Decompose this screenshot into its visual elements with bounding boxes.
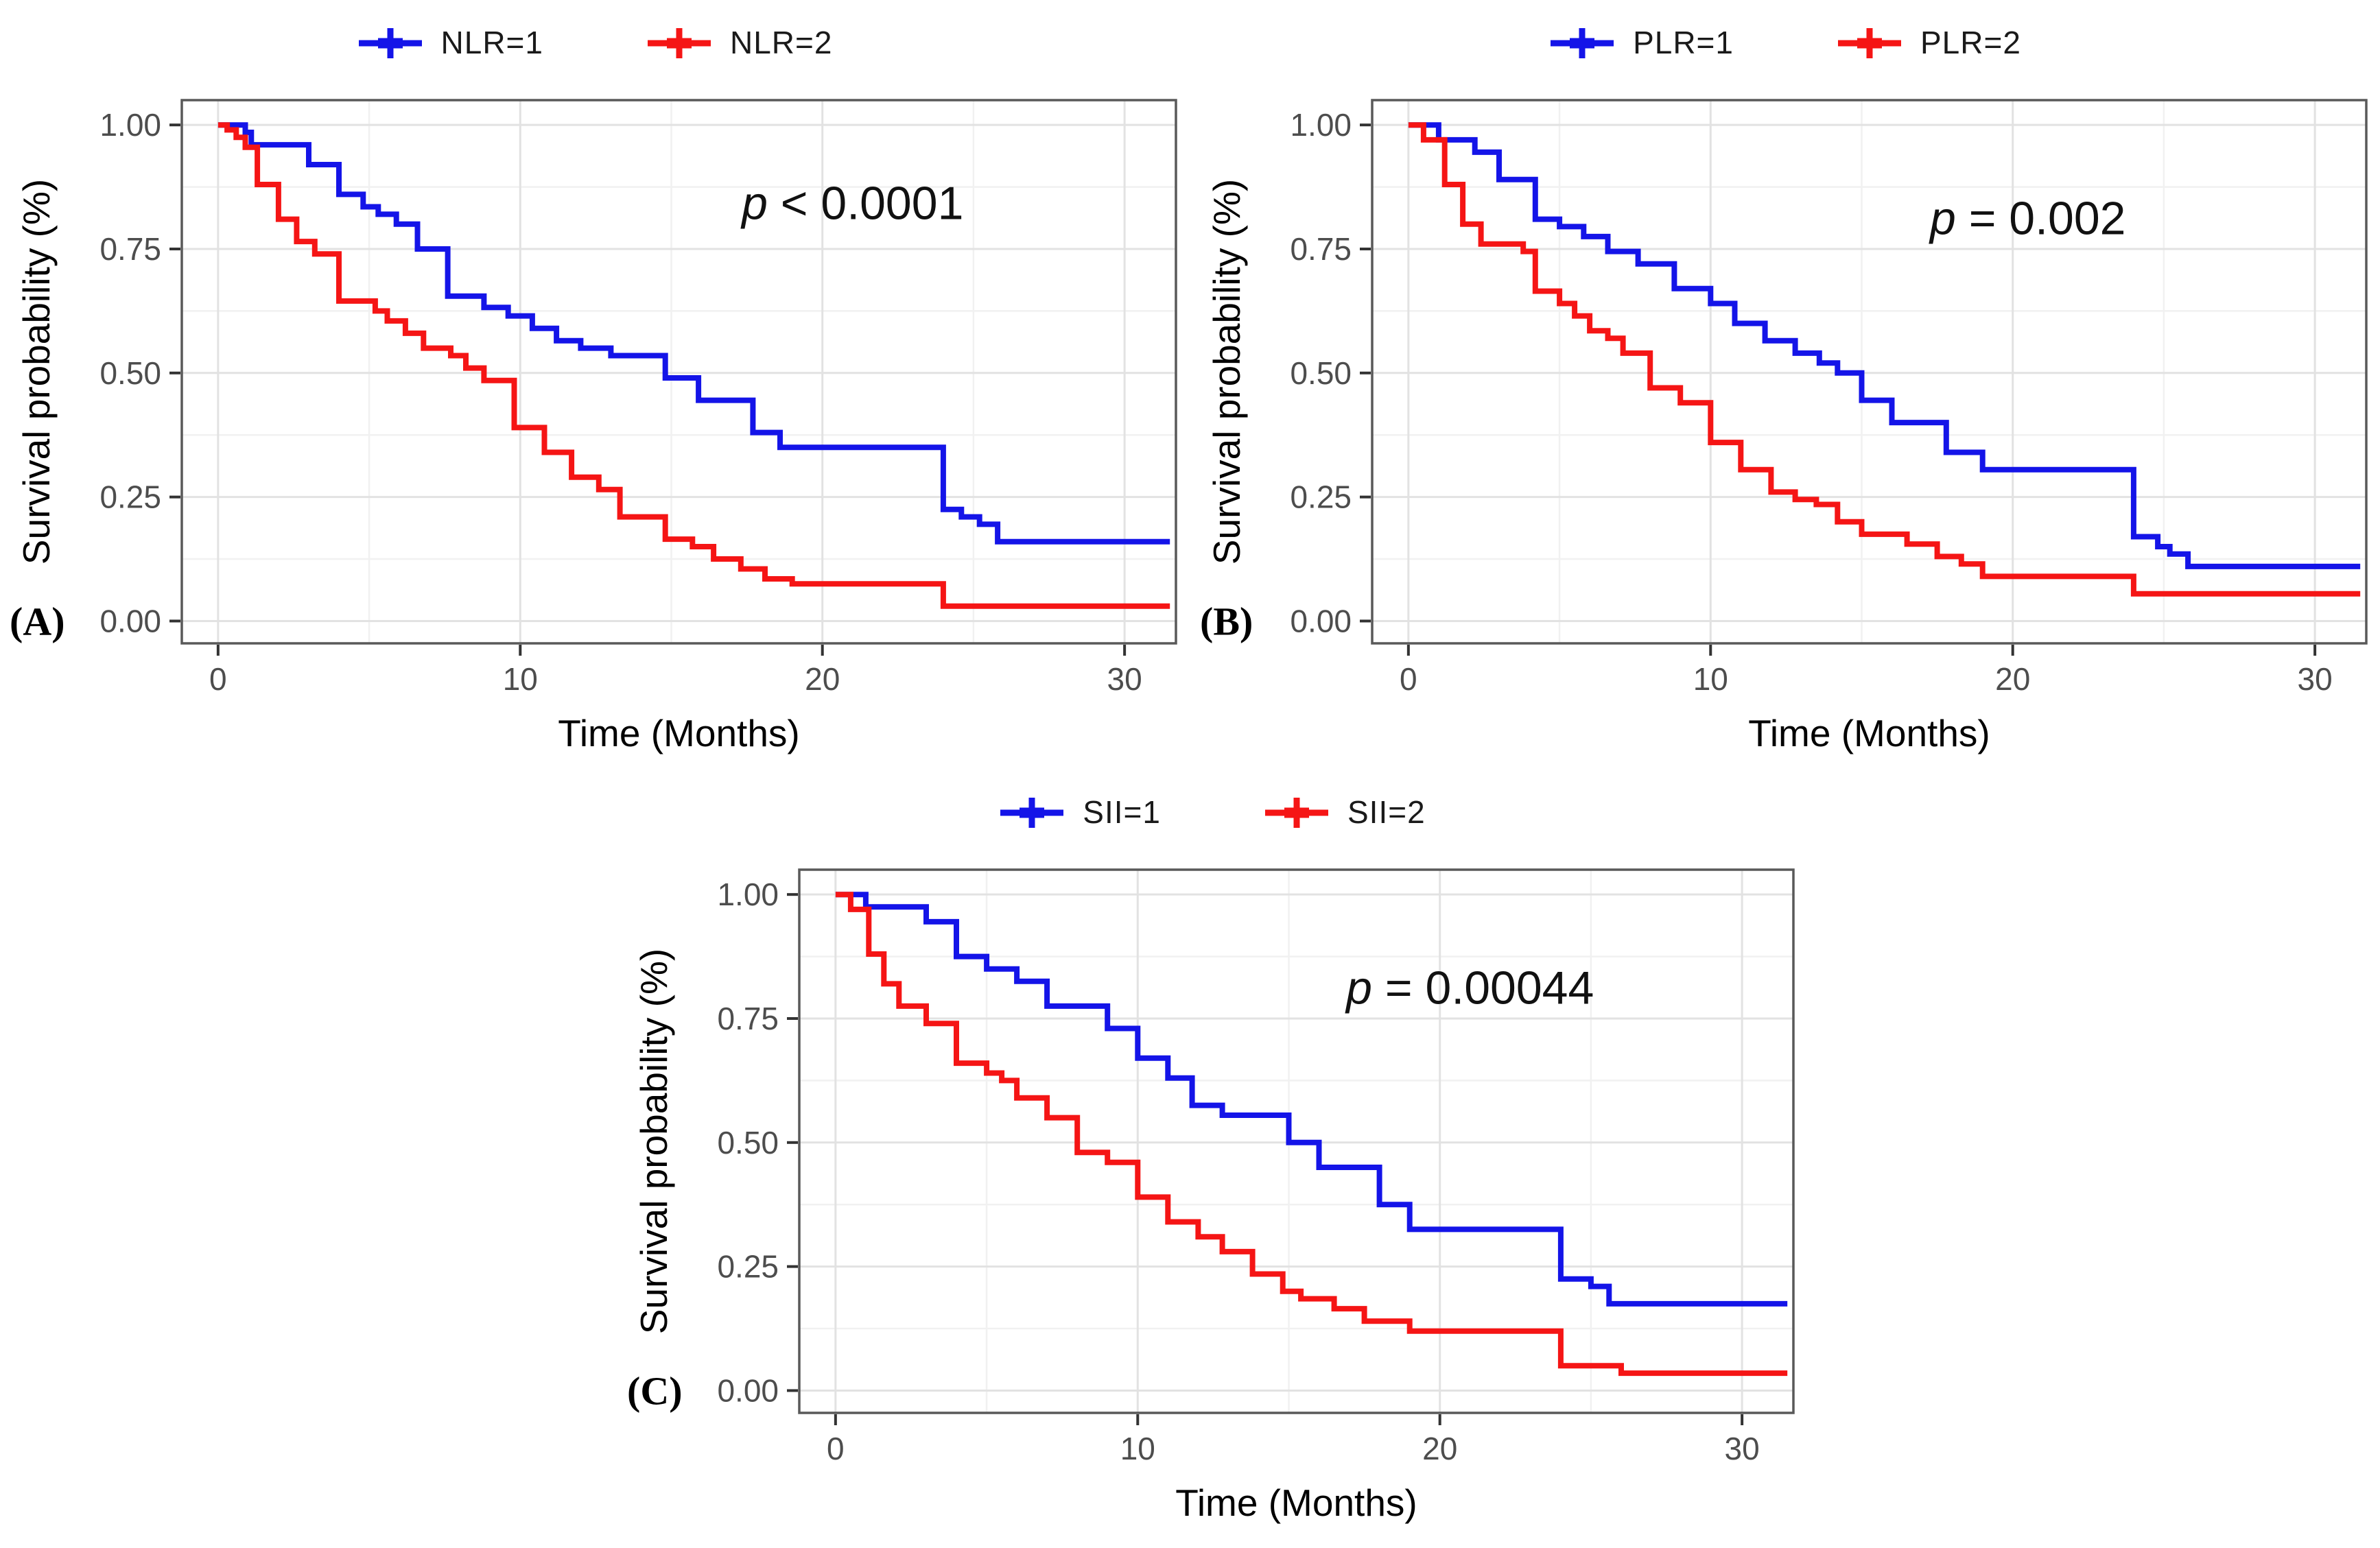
km-plus-marker-icon [648,28,711,58]
y-tick-label: 0.00 [1290,603,1352,639]
x-tick-label: 20 [1422,1431,1457,1466]
x-tick-label: 30 [2298,661,2333,697]
panel-c-legend: SII=1 SII=2 [617,774,1807,850]
legend-item-plr1: PLR=1 [1549,23,1734,62]
legend-item-sii1: SII=1 [999,792,1161,832]
panel-c-chart: 0 10 20 30 0.00 0.25 0.50 0.75 1.00 Time (Months)… [617,850,1807,1540]
grid-minor [182,100,1176,643]
y-tick-label: 1.00 [717,877,779,912]
x-tick-label: 0 [827,1431,845,1466]
x-axis-title: Time (Months) [1748,712,1990,754]
y-tick-label: 0.25 [99,479,161,515]
panel-border [180,99,1177,645]
grid-major [182,100,1176,643]
panel-letter: (B) [1200,599,1253,643]
y-tick-label: 0.50 [99,355,161,391]
survival-curve-sii1 [835,892,1788,1307]
x-tick-label: 20 [805,661,840,697]
survival-curve-sii2 [835,892,1788,1377]
legend-label: NLR=2 [730,25,833,60]
x-tick-label: 10 [1120,1431,1155,1466]
legend-label: PLR=1 [1633,25,1734,60]
panel-b: PLR=1 PLR=2 0 10 20 30 0.00 0.25 0.50 0.75 1.00 Ti… [1190,4,2380,770]
km-plus-marker-icon [358,28,422,58]
legend-item-plr2: PLR=2 [1837,23,2021,62]
panel-b-chart: 0 10 20 30 0.00 0.25 0.50 0.75 1.00 Time (Months)… [1190,81,2380,770]
legend-label: SII=1 [1083,794,1161,830]
survival-curve-plr2 [1408,122,2361,597]
y-axis-title: Survival probability (%) [633,949,675,1334]
y-tick-label: 0.25 [717,1249,779,1285]
legend-item-nlr2: NLR=2 [646,23,832,62]
p-value-annotation: p = 0.002 [1929,192,2126,244]
legend-item-sii2: SII=2 [1264,792,1426,832]
survival-curve-nlr1 [217,122,1170,545]
y-tick-label: 0.75 [99,231,161,267]
y-tick-label: 0.00 [717,1372,779,1408]
p-value-annotation: p < 0.0001 [740,178,963,230]
grid-major [799,870,1793,1413]
panel-border [798,868,1795,1414]
y-tick-label: 0.00 [99,603,161,639]
km-plus-marker-icon [1551,28,1614,58]
x-axis-title: Time (Months) [558,712,799,754]
y-tick-label: 0.50 [717,1125,779,1160]
y-tick-label: 1.00 [1290,107,1352,143]
km-plot-b: 0 10 20 30 0.00 0.25 0.50 0.75 1.00 Time (Months)… [1200,99,2368,754]
legend-item-nlr1: NLR=1 [357,23,543,62]
y-axis-title: Survival probability (%) [1205,179,1248,564]
y-tick-label: 0.50 [1290,355,1352,391]
panel-c: SII=1 SII=2 0 10 20 30 0.00 0.25 0.50 0.75 1.00 Ti… [617,774,1807,1540]
x-tick-label: 30 [1107,661,1142,697]
y-tick-label: 0.75 [1290,231,1352,267]
km-plus-marker-icon [1265,798,1328,828]
x-tick-label: 30 [1725,1431,1760,1466]
x-tick-label: 20 [1995,661,2030,697]
x-axis-title: Time (Months) [1175,1481,1417,1524]
km-plus-marker-icon [1838,28,1901,58]
panel-a-chart: 0 10 20 30 0.00 0.25 0.50 0.75 1.00 Time (Months)… [0,81,1190,770]
survival-curve-plr1 [1408,122,2361,569]
legend-label: SII=2 [1347,794,1426,830]
panel-b-legend: PLR=1 PLR=2 [1190,4,2380,81]
y-tick-label: 0.75 [717,1001,779,1036]
panel-border [1371,99,2368,645]
x-tick-label: 10 [503,661,538,697]
plot-background [182,100,1176,643]
legend-label: NLR=1 [440,25,543,60]
p-value-annotation: p = 0.00044 [1345,962,1594,1014]
panel-a-legend: NLR=1 NLR=2 [0,4,1190,81]
km-plus-marker-icon [1000,798,1064,828]
panel-letter: (A) [10,599,65,643]
x-tick-label: 10 [1693,661,1728,697]
x-tick-label: 0 [1400,661,1417,697]
x-tick-label: 0 [209,661,227,697]
km-plot-c: 0 10 20 30 0.00 0.25 0.50 0.75 1.00 Time (Months)… [627,868,1795,1524]
panel-a: NLR=1 NLR=2 0 10 20 30 0.00 0.25 0.50 0.75 1.00 Ti… [0,4,1190,770]
survival-curve-nlr2 [217,122,1170,609]
y-tick-label: 1.00 [99,107,161,143]
legend-label: PLR=2 [1920,25,2021,60]
km-plot-a: 0 10 20 30 0.00 0.25 0.50 0.75 1.00 Time (Months)… [10,99,1177,754]
y-axis-title: Survival probability (%) [15,179,58,564]
y-tick-label: 0.25 [1290,479,1352,515]
panel-letter: (C) [627,1368,683,1413]
